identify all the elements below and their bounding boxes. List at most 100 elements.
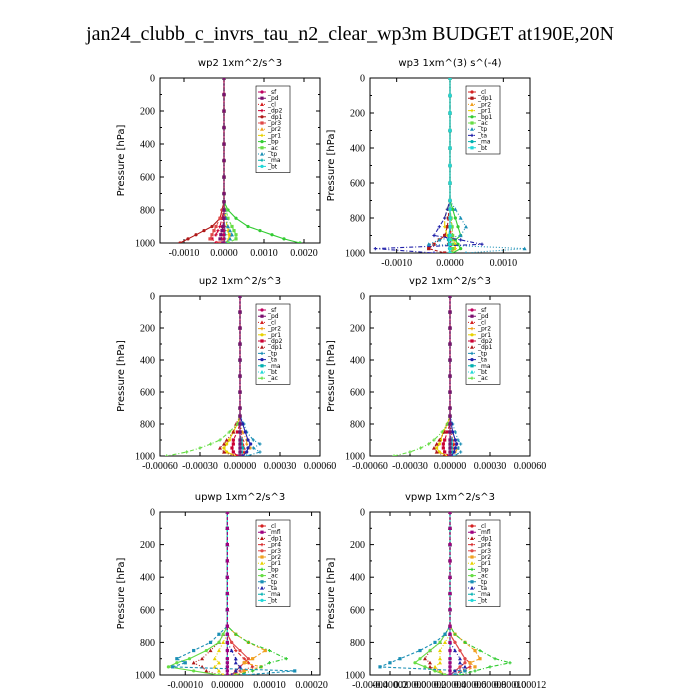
- legend-marker: [260, 351, 264, 355]
- data-point: [219, 233, 223, 237]
- data-point: [225, 665, 229, 669]
- data-point: [218, 446, 222, 450]
- data-point: [225, 632, 229, 636]
- data-point: [443, 454, 446, 456]
- data-point: [423, 656, 427, 661]
- x-tick-label: 0.00012: [514, 680, 547, 691]
- data-point: [448, 342, 452, 346]
- data-point: [453, 207, 458, 211]
- data-point: [222, 216, 226, 220]
- legend-label: _ta: [267, 585, 277, 592]
- data-point: [438, 656, 442, 661]
- data-point: [451, 233, 455, 238]
- data-point: [222, 125, 226, 130]
- legend-marker: [470, 376, 474, 380]
- data-point: [226, 241, 230, 243]
- series-line-pr1: [434, 512, 451, 675]
- data-point: [232, 229, 236, 233]
- data-point: [230, 446, 234, 450]
- panel-title: vp2 1xm^2/s^3: [409, 276, 491, 287]
- data-point: [448, 163, 452, 168]
- data-point: [445, 422, 449, 426]
- legend-label: _pr1: [477, 560, 491, 567]
- data-point: [298, 241, 302, 243]
- legend-marker: [470, 333, 474, 337]
- legend-marker: [260, 140, 264, 144]
- data-point: [458, 660, 462, 665]
- data-point: [448, 390, 452, 394]
- legend-label: _bp: [267, 139, 279, 146]
- y-tick-label: 600: [140, 173, 155, 184]
- data-point: [459, 450, 463, 454]
- data-point: [448, 296, 452, 298]
- data-point: [258, 229, 262, 233]
- legend-marker: [470, 320, 474, 324]
- data-point: [448, 251, 452, 253]
- legend-label: _pr2: [267, 326, 281, 333]
- data-point: [238, 414, 242, 418]
- legend-marker: [470, 574, 474, 578]
- data-point: [238, 446, 242, 450]
- data-point: [220, 229, 224, 233]
- data-point: [458, 216, 463, 220]
- data-point: [453, 216, 457, 220]
- x-tick-label: 0.00004: [434, 680, 467, 691]
- legend-label: _ma: [267, 363, 281, 370]
- data-point: [233, 660, 238, 665]
- data-point: [433, 640, 437, 644]
- data-point: [233, 656, 238, 661]
- data-point: [221, 632, 225, 636]
- data-point: [238, 430, 242, 434]
- legend-marker: [470, 543, 474, 547]
- data-point: [238, 664, 242, 669]
- legend-label: _mfl: [477, 529, 491, 536]
- legend-label: _dp1: [267, 114, 283, 121]
- data-point: [222, 142, 226, 146]
- series-group: [166, 512, 297, 675]
- data-point: [225, 661, 229, 665]
- data-point: [225, 608, 229, 612]
- legend-label: _ma: [477, 139, 491, 146]
- data-point: [208, 237, 212, 241]
- data-point: [238, 406, 242, 410]
- x-tick-label: -0.00010: [167, 680, 203, 691]
- legend-marker: [470, 555, 474, 559]
- legend-label: _cl: [267, 101, 276, 108]
- y-tick-label: 200: [140, 540, 155, 551]
- legend-marker: [470, 102, 474, 106]
- data-point: [443, 233, 447, 238]
- legend-marker: [260, 592, 264, 596]
- legend-marker: [470, 140, 474, 144]
- series-line-bp: [226, 512, 288, 675]
- data-point: [463, 657, 467, 661]
- data-point: [453, 632, 457, 636]
- y-tick-label: 400: [140, 140, 155, 151]
- data-point: [450, 225, 454, 229]
- data-point: [225, 559, 229, 563]
- data-point: [428, 648, 432, 653]
- x-tick-label: -0.00002: [372, 680, 408, 691]
- data-point: [214, 224, 218, 229]
- data-point: [234, 648, 238, 653]
- data-point: [473, 665, 477, 669]
- data-point: [231, 450, 235, 454]
- data-point: [428, 660, 432, 665]
- data-point: [251, 665, 255, 669]
- legend-marker: [260, 121, 264, 125]
- data-point: [437, 237, 442, 242]
- x-tick-label: 0.00008: [474, 680, 507, 691]
- data-point: [242, 669, 246, 673]
- data-point: [452, 454, 456, 456]
- data-point: [448, 310, 452, 314]
- legend-label: _sf: [477, 307, 487, 314]
- x-tick-label: 0.00000: [434, 461, 467, 472]
- data-point: [222, 442, 226, 446]
- chart-panel-4: vp2 1xm^2/s^3 0 200 400 600 800 1000-0.00060 -0…: [326, 276, 546, 472]
- data-point: [443, 450, 447, 454]
- data-point: [448, 526, 452, 530]
- legend-label: _ac: [477, 375, 488, 382]
- chart-panel-1: wp2 1xm^2/s^3 0 200 400 600 800 1000 -0.0010 0.0…: [116, 58, 321, 259]
- y-tick-label: 800: [140, 420, 155, 431]
- data-point: [227, 438, 231, 442]
- data-point: [451, 242, 455, 246]
